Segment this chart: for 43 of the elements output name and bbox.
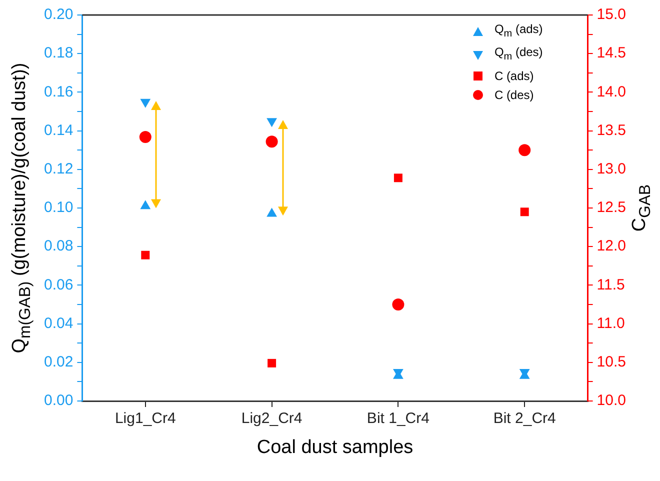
y2-tick-label: 13.5 bbox=[596, 122, 626, 139]
x-tick-label: Bit 2_Cr4 bbox=[493, 410, 556, 428]
y-tick-label: 0.20 bbox=[44, 6, 74, 24]
y-tick-label: 0.06 bbox=[44, 276, 74, 294]
y2-tick-label: 13.0 bbox=[596, 160, 626, 178]
legend-label: C (ads) bbox=[494, 68, 534, 85]
x-tick-label: Bit 1_Cr4 bbox=[366, 410, 430, 428]
y-tick-label: 0.14 bbox=[44, 122, 74, 139]
y2-tick-label: 11.5 bbox=[596, 276, 625, 294]
x-tick-label: Lig2_Cr4 bbox=[241, 410, 302, 428]
y-tick-label: 0.16 bbox=[44, 83, 74, 100]
point bbox=[266, 208, 277, 217]
y2-tick-label: 10.0 bbox=[596, 392, 626, 410]
point bbox=[392, 298, 404, 310]
point bbox=[518, 144, 531, 156]
y2-tick-label: 14.0 bbox=[596, 83, 626, 100]
x-tick-label: Lig1_Cr4 bbox=[114, 410, 176, 428]
point bbox=[141, 250, 150, 260]
y2-tick-label: 14.5 bbox=[596, 44, 626, 62]
y2-tick-label: 12.5 bbox=[596, 199, 626, 216]
y-tick-label: 0.12 bbox=[44, 160, 74, 178]
point bbox=[268, 358, 276, 368]
point bbox=[266, 136, 278, 148]
legend-label: C (des) bbox=[494, 86, 534, 104]
legend-label: Q$_{m}$ (des) bbox=[494, 44, 543, 65]
y-tick-label: 0.02 bbox=[44, 354, 74, 371]
point bbox=[140, 200, 151, 210]
point bbox=[520, 208, 529, 216]
y-tick-label: 0.18 bbox=[44, 44, 74, 62]
y-tick-label: 0.04 bbox=[44, 314, 74, 332]
y2-tick-label: 11.0 bbox=[596, 314, 625, 332]
y-tick-label: 0.10 bbox=[44, 199, 74, 216]
point bbox=[140, 98, 151, 108]
y2-tick-label: 15.0 bbox=[596, 6, 626, 24]
legend-label: Q$_{m}$ (ads) bbox=[494, 21, 543, 42]
point bbox=[139, 130, 152, 143]
y-tick-label: 0.08 bbox=[44, 238, 74, 255]
y2-tick-label: 12.0 bbox=[596, 238, 626, 255]
point bbox=[394, 174, 402, 182]
point bbox=[266, 118, 277, 128]
x-axis-title: Coal dust samples bbox=[256, 437, 414, 459]
y-tick-label: 0.00 bbox=[44, 392, 74, 410]
y2-tick-label: 10.5 bbox=[596, 354, 626, 371]
